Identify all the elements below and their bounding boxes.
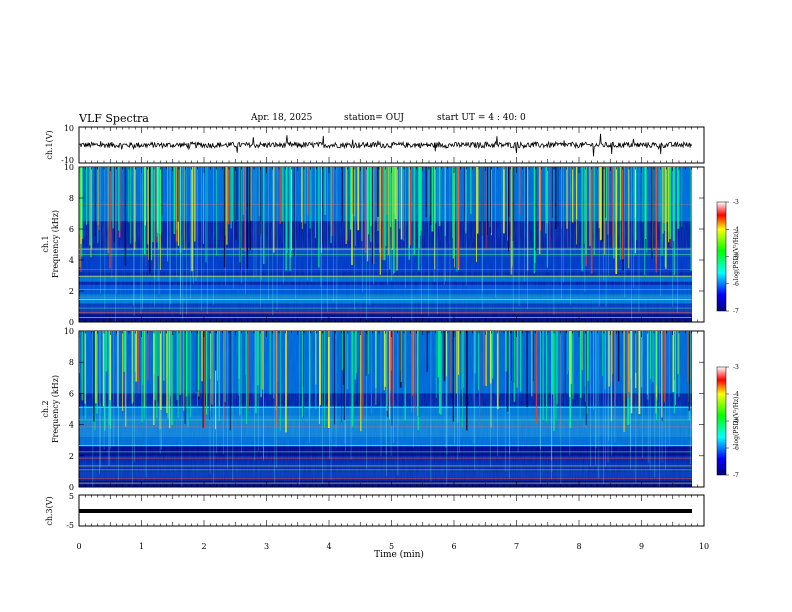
spectrogram-band — [79, 480, 692, 487]
ch2-spectrogram-xticks — [78, 331, 705, 487]
chart-title: VLF Spectra — [79, 112, 149, 125]
ch2-spectrogram-ylabel-channel: ch.2 — [41, 400, 50, 417]
time-tick-label: 4 — [326, 542, 331, 551]
ch1-waveform-trace — [78, 133, 692, 157]
frequency-tick-label: 2 — [69, 287, 74, 296]
ch1-waveform-ylabel: ch.1(V) — [45, 130, 54, 159]
colorbar-tick-label: -4 — [733, 391, 739, 398]
spectrogram-band — [79, 415, 692, 438]
time-axis-label: Time (min) — [374, 549, 424, 560]
ch3-waveform-xticks — [78, 495, 705, 526]
colorbar-tick-label: -5 — [733, 418, 739, 425]
ch2-colorbar-ticks: -3 -4 -5 -6 -7 — [726, 364, 739, 479]
frequency-tick-label: 0 — [69, 318, 74, 327]
frequency-tick-label: 6 — [69, 225, 74, 234]
spectrogram-band — [79, 462, 692, 469]
spectrogram-band — [79, 314, 692, 322]
date-label: Apr. 18, 2025 — [251, 113, 313, 123]
spectrogram-band — [79, 275, 692, 282]
frequency-tick-label: 6 — [69, 389, 74, 398]
ch1-colorbar-ticks: -3 -4 -5 -6 -7 — [726, 199, 739, 315]
time-tick-label: 8 — [576, 542, 581, 551]
time-axis-tick-labels: 0 1 2 3 4 5 6 7 8 9 10 — [76, 542, 709, 551]
colorbar-tick-label: -3 — [733, 199, 739, 206]
ch2-colorbar — [716, 366, 727, 476]
time-tick-label: 2 — [201, 542, 206, 551]
ch1-ytick-bottom: -10 — [61, 156, 74, 165]
ch1-spectrogram-image — [79, 167, 692, 322]
frequency-tick-label: 4 — [69, 256, 74, 265]
ch1-spectrogram-ylabel-channel: ch.1 — [41, 235, 50, 252]
spectrogram-band — [79, 471, 692, 478]
ch2-spectrogram-ylabel: Frequency (kHz) — [51, 375, 60, 443]
spectrogram-band — [79, 294, 692, 304]
time-tick-label: 1 — [139, 542, 144, 551]
ch2-spectrogram-yticks: 0 2 4 6 8 10 — [64, 327, 704, 492]
colorbar-tick-label: -3 — [733, 364, 739, 371]
colorbar-tick-label: -6 — [733, 445, 739, 452]
time-tick-label: 10 — [699, 542, 709, 551]
ch1-spectrogram-yticks: 0 2 4 6 8 10 — [64, 163, 704, 327]
spectrogram-band — [79, 446, 692, 456]
spectrogram-band — [79, 303, 692, 315]
spectrogram-band — [79, 256, 692, 273]
ch3-waveform-panel: 5 -5 ch.3(V) — [45, 492, 705, 530]
frequency-tick-label: 10 — [64, 327, 74, 336]
time-tick-label: 5 — [389, 542, 394, 551]
frequency-tick-label: 10 — [64, 163, 74, 172]
spectrogram-band — [79, 405, 692, 416]
ch3-waveform-trace — [79, 509, 692, 513]
colorbar-tick-label: -6 — [733, 281, 739, 288]
ch1-waveform-panel: 10 -10 ch.1(V) — [45, 124, 705, 165]
frequency-tick-label: 4 — [69, 421, 74, 430]
time-tick-label: 9 — [639, 542, 644, 551]
ch1-colorbar — [716, 201, 727, 312]
colorbar-tick-label: -4 — [733, 226, 739, 233]
ch3-ytick-bottom: -5 — [66, 521, 74, 530]
ch3-ytick-top: 5 — [69, 492, 74, 501]
frequency-tick-label: 2 — [69, 452, 74, 461]
station-label: station= OUJ — [344, 113, 405, 123]
ch1-spectrogram-xticks — [78, 167, 705, 322]
colorbar-tick-label: -7 — [733, 308, 739, 315]
colorbar-tick-label: -5 — [733, 254, 739, 261]
ch1-spectrogram-ylabel: Frequency (kHz) — [51, 210, 60, 278]
ch1-colorbar-label: log(PSD)(V²/Hz) — [733, 232, 740, 281]
start-time-label: start UT = 4 : 40: 0 — [437, 113, 526, 123]
ch2-spectrogram-image — [79, 331, 692, 487]
ch1-waveform-xticks — [78, 127, 705, 163]
frequency-tick-label: 0 — [69, 483, 74, 492]
spectrogram-band — [79, 247, 692, 257]
colorbar-tick-label: -7 — [733, 472, 739, 479]
time-tick-label: 7 — [514, 542, 519, 551]
spectrogram-band — [79, 437, 692, 447]
ch1-ytick-top: 10 — [64, 124, 74, 133]
frequency-tick-label: 8 — [69, 358, 74, 367]
frequency-tick-label: 8 — [69, 194, 74, 203]
ch2-colorbar-label: log(PSD)(V²/Hz) — [733, 397, 740, 446]
time-tick-label: 0 — [76, 542, 81, 551]
ch3-waveform-ylabel: ch.3(V) — [45, 496, 54, 525]
time-tick-label: 6 — [451, 542, 456, 551]
time-tick-label: 3 — [264, 542, 269, 551]
